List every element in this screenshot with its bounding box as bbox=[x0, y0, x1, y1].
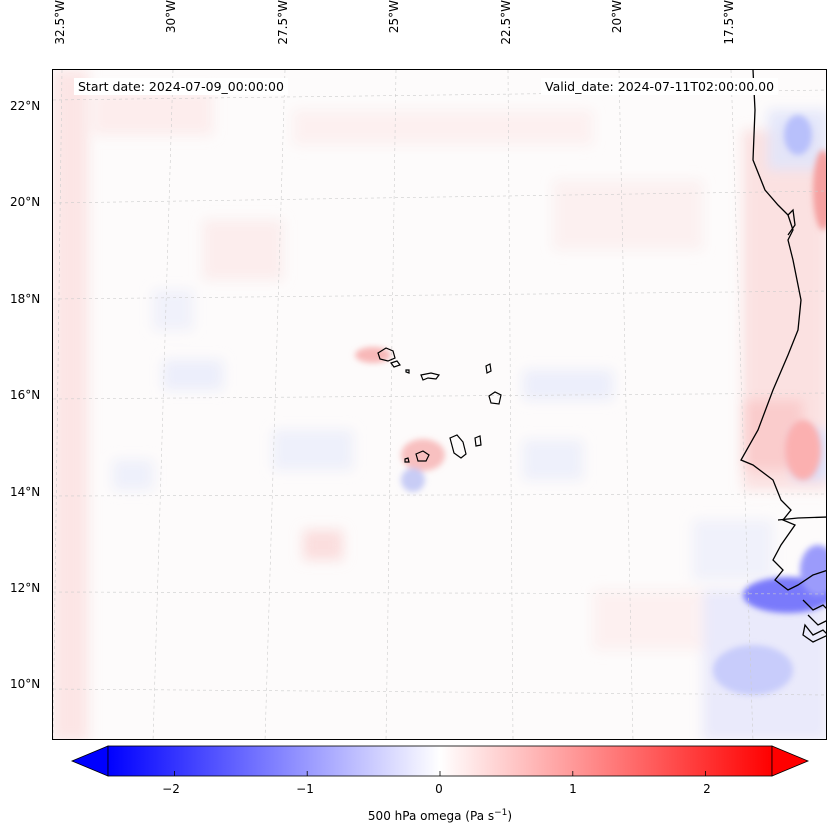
valid-date-label: Valid_date: 2024-07-11T02:00:00.00 bbox=[541, 78, 779, 95]
gridlines bbox=[53, 70, 826, 739]
lat-label-10n: 10°N bbox=[10, 677, 41, 691]
lon-label-22-5w: 22.5°W bbox=[499, 0, 513, 45]
colorbar-tick-1: 1 bbox=[569, 782, 577, 796]
colorbar-tick-0: 0 bbox=[435, 782, 443, 796]
lat-label-20n: 20°N bbox=[10, 195, 41, 209]
brava-island bbox=[404, 457, 410, 463]
sal-island bbox=[485, 363, 492, 374]
start-date-label: Start date: 2024-07-09_00:00:00 bbox=[74, 78, 288, 95]
boa-vista-island bbox=[488, 391, 502, 405]
sao-vicente-island bbox=[390, 360, 401, 368]
colorbar bbox=[70, 745, 810, 777]
lat-label-16n: 16°N bbox=[10, 388, 41, 402]
colorbar-label-close: ) bbox=[507, 809, 513, 823]
santiago-island bbox=[449, 434, 467, 459]
map-panel[interactable] bbox=[52, 69, 827, 740]
santo-antao-island bbox=[377, 347, 396, 362]
lat-label-22n: 22°N bbox=[10, 99, 41, 113]
santa-luzia-island bbox=[405, 369, 410, 374]
colorbar-label-exponent: −1 bbox=[494, 808, 508, 818]
omega-field-shading bbox=[53, 70, 826, 739]
colorbar-tick-2: 2 bbox=[703, 782, 711, 796]
lon-label-25w: 25°W bbox=[387, 0, 401, 34]
fogo-island bbox=[415, 450, 430, 462]
colorbar-tick-minus2: −2 bbox=[162, 782, 180, 796]
colorbar-label: 500 hPa omega (Pa s−1) bbox=[368, 808, 512, 823]
lat-label-12n: 12°N bbox=[10, 581, 41, 595]
lon-label-27-5w: 27.5°W bbox=[276, 0, 290, 45]
lat-label-14n: 14°N bbox=[10, 485, 41, 499]
colorbar-extend-max bbox=[771, 745, 810, 777]
lon-label-17-5w: 17.5°W bbox=[722, 0, 736, 45]
cape-verde-islands bbox=[377, 347, 502, 463]
colorbar-extend-min bbox=[70, 745, 109, 777]
lon-label-30w: 30°W bbox=[164, 0, 178, 34]
omega-field-map bbox=[53, 70, 826, 739]
coastline bbox=[740, 70, 826, 643]
lon-label-32-5w: 32.5°W bbox=[53, 0, 67, 45]
colorbar-tick-minus1: −1 bbox=[296, 782, 314, 796]
lat-label-18n: 18°N bbox=[10, 292, 41, 306]
colorbar-label-main: 500 hPa omega (Pa s bbox=[367, 809, 495, 823]
sao-nicolau-island bbox=[420, 372, 441, 381]
maio-island bbox=[474, 435, 482, 447]
lon-label-20w: 20°W bbox=[610, 0, 624, 34]
